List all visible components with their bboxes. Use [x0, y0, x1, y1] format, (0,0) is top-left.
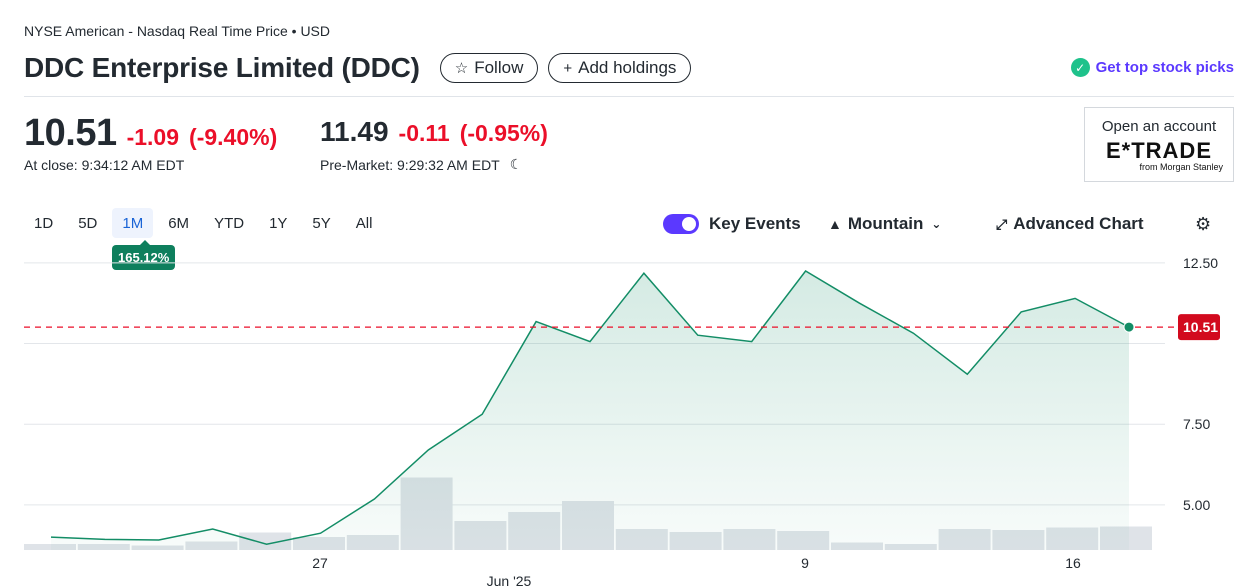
y-tick-label: 12.50: [1183, 255, 1218, 271]
check-badge-icon: ✓: [1070, 58, 1090, 77]
pre-market-change-pct: (-0.95%): [459, 120, 548, 146]
chevron-down-icon: ⌄: [931, 217, 942, 231]
gear-icon: ⚙: [1195, 213, 1212, 234]
key-events-label: Key Events: [709, 214, 801, 233]
etrade-logo: E*TRADE: [1105, 138, 1212, 163]
star-icon: ☆: [454, 60, 469, 77]
range-selector: 1D 5D 1M 6M YTD 1Y 5Y All: [24, 208, 387, 238]
key-events-toggle[interactable]: Key Events: [663, 211, 801, 237]
x-month-label: Jun '25: [487, 573, 532, 586]
x-tick-label: 9: [801, 555, 809, 571]
chart-type-label: Mountain: [847, 214, 924, 233]
range-6m[interactable]: 6M: [158, 208, 199, 238]
range-5y[interactable]: 5Y: [302, 208, 340, 238]
price-line: [50, 270, 1130, 545]
title-row: DDC Enterprise Limited (DDC) ☆ Follow + …: [24, 52, 692, 84]
mountain-icon: ▲: [828, 216, 842, 232]
pre-market-price: 11.49: [320, 116, 389, 147]
plus-icon: +: [563, 59, 573, 77]
header-divider: [24, 96, 1234, 97]
x-tick-label: 16: [1065, 555, 1081, 571]
moon-icon: ☾: [509, 156, 523, 172]
price-chart[interactable]: 12.50 7.50 5.00 10.51 27 9 16 Jun '25: [0, 250, 1254, 586]
top-picks-label: Get top stock picks: [1095, 59, 1234, 76]
expand-icon: ⤢: [996, 215, 1008, 232]
range-1y[interactable]: 1Y: [259, 208, 297, 238]
range-5d[interactable]: 5D: [68, 208, 107, 238]
range-1m[interactable]: 1M: [112, 208, 154, 238]
current-price-tag: [1178, 314, 1220, 341]
current-price-dot: [1123, 321, 1135, 333]
add-holdings-button[interactable]: + Add holdings: [548, 53, 692, 83]
chart-type-dropdown[interactable]: ▲ Mountain ⌄: [828, 211, 941, 237]
pre-market-change: -0.11: [398, 120, 450, 146]
follow-button[interactable]: ☆ Follow: [439, 53, 539, 83]
add-holdings-label: Add holdings: [578, 58, 677, 77]
company-name: DDC Enterprise Limited (DDC): [24, 52, 420, 83]
pre-market-quote: 11.49 -0.11 (-0.95%) Pre-Market: 9:29:32…: [320, 112, 548, 173]
etrade-logo-sub: from Morgan Stanley: [1139, 162, 1223, 172]
ad-open-account: Open an account: [1101, 118, 1217, 135]
close-quote: 10.51 -1.09 (-9.40%) At close: 9:34:12 A…: [24, 112, 277, 173]
pre-market-time: Pre-Market: 9:29:32 AM EDT: [320, 156, 500, 173]
close-price: 10.51: [24, 112, 117, 154]
range-all[interactable]: All: [346, 208, 383, 238]
range-ytd[interactable]: YTD: [204, 208, 254, 238]
follow-label: Follow: [474, 58, 524, 77]
toggle-switch[interactable]: [663, 214, 699, 234]
advanced-chart-label: Advanced Chart: [1013, 214, 1144, 233]
y-tick-label: 5.00: [1183, 497, 1210, 513]
top-stock-picks-link[interactable]: ✓ Get top stock picks: [1070, 58, 1234, 77]
close-change: -1.09: [126, 124, 180, 150]
close-change-pct: (-9.40%): [189, 124, 278, 150]
etrade-ad[interactable]: Open an account E*TRADE from Morgan Stan…: [1084, 107, 1234, 182]
volume-bar: [24, 544, 76, 550]
current-price-label: 10.51: [1183, 319, 1218, 335]
advanced-chart-button[interactable]: ⤢ Advanced Chart: [996, 211, 1144, 237]
exchange-info: NYSE American - Nasdaq Real Time Price •…: [24, 23, 331, 39]
performance-badge: 165.12%: [112, 240, 176, 270]
x-tick-label: 27: [312, 555, 328, 571]
range-1d[interactable]: 1D: [24, 208, 63, 238]
y-tick-label: 7.50: [1183, 416, 1210, 432]
price-area: [51, 271, 1129, 550]
chart-settings-button[interactable]: ⚙: [1195, 211, 1211, 237]
close-time: At close: 9:34:12 AM EDT: [24, 157, 185, 173]
